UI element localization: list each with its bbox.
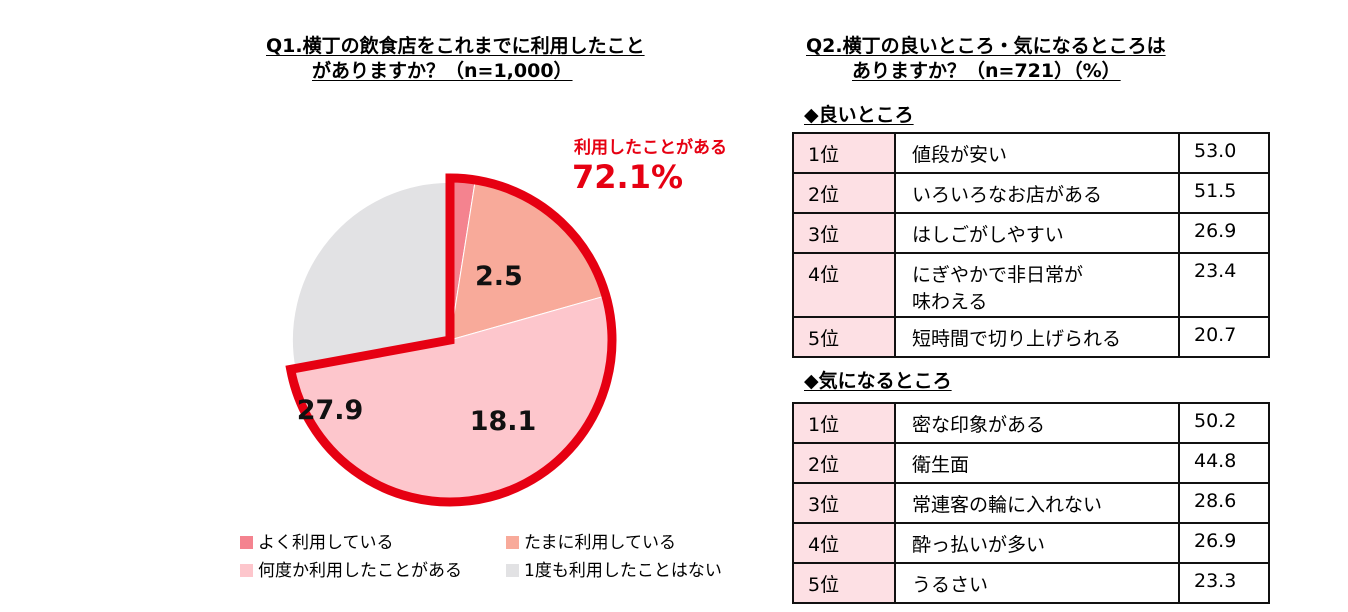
rank-cell: 4位	[792, 252, 896, 318]
table-row: 4位 にぎやかで非日常が 味わえる 23.4	[792, 252, 1270, 318]
table-row: 5位 短時間で切り上げられる 20.7	[792, 316, 1270, 358]
pie-slice-never	[291, 181, 451, 370]
item-cell: はしごがしやすい	[894, 212, 1180, 254]
item-cell: 密な印象がある	[894, 402, 1180, 444]
used-callout-value: 72.1%	[572, 158, 684, 196]
rank-cell: 1位	[792, 402, 896, 444]
value-cell: 23.4	[1178, 252, 1270, 318]
legend-item-often: よく利用している	[240, 532, 394, 554]
pie-chart-svg: 2.518.151.527.9	[285, 173, 617, 507]
legend-item-few-times: 何度か利用したことがある	[240, 560, 462, 582]
good-points-heading: ◆良いところ	[804, 104, 914, 126]
legend-swatch-often	[240, 536, 253, 549]
table-row: 4位 酔っ払いが多い 26.9	[792, 522, 1270, 564]
legend-label-sometimes: たまに利用している	[524, 533, 676, 553]
q1-title: Q1.横丁の飲食店をこれまでに利用したこと がありますか？（n=1,000）	[266, 34, 706, 84]
used-callout-label: 利用したことがある	[574, 138, 727, 158]
legend-swatch-sometimes	[506, 536, 519, 549]
legend-item-never: 1度も利用したことはない	[506, 560, 722, 582]
item-cell: 短時間で切り上げられる	[894, 316, 1180, 358]
legend-label-often: よく利用している	[258, 533, 394, 553]
rank-cell: 2位	[792, 172, 896, 214]
table-row: 1位 値段が安い 53.0	[792, 132, 1270, 174]
concerns-table: 1位 密な印象がある 50.2 2位 衛生面 44.8 3位 常連客の輪に入れな…	[792, 402, 1270, 604]
rank-cell: 2位	[792, 442, 896, 484]
pie-label-sometimes: 18.1	[470, 406, 537, 437]
q1-title-line1: Q1.横丁の飲食店をこれまでに利用したこと	[266, 35, 645, 57]
table-row: 1位 密な印象がある 50.2	[792, 402, 1270, 444]
q2-title-line1: Q2.横丁の良いところ・気になるところは	[806, 35, 1166, 57]
legend-label-few-times: 何度か利用したことがある	[258, 561, 462, 581]
q1-title-line2: がありますか？（n=1,000）	[312, 60, 573, 82]
good-points-table: 1位 値段が安い 53.0 2位 いろいろなお店がある 51.5 3位 はしごが…	[792, 132, 1270, 358]
table-row: 2位 いろいろなお店がある 51.5	[792, 172, 1270, 214]
rank-cell: 4位	[792, 522, 896, 564]
value-cell: 44.8	[1178, 442, 1270, 484]
item-cell: いろいろなお店がある	[894, 172, 1180, 214]
item-cell: にぎやかで非日常が 味わえる	[894, 252, 1180, 318]
legend-item-sometimes: たまに利用している	[506, 532, 676, 554]
table-row: 2位 衛生面 44.8	[792, 442, 1270, 484]
table-row: 3位 はしごがしやすい 26.9	[792, 212, 1270, 254]
q2-title: Q2.横丁の良いところ・気になるところは ありますか？（n=721）（%）	[806, 34, 1226, 84]
item-cell: 常連客の輪に入れない	[894, 482, 1180, 524]
concerns-heading: ◆気になるところ	[804, 370, 952, 392]
legend-swatch-never	[506, 564, 519, 577]
legend-label-never: 1度も利用したことはない	[524, 561, 722, 581]
rank-cell: 5位	[792, 562, 896, 604]
item-line1: にぎやかで非日常が	[912, 264, 1084, 286]
rank-cell: 1位	[792, 132, 896, 174]
value-cell: 23.3	[1178, 562, 1270, 604]
pie-chart: 2.518.151.527.9	[270, 130, 790, 530]
value-cell: 28.6	[1178, 482, 1270, 524]
table-row: 5位 うるさい 23.3	[792, 562, 1270, 604]
item-cell: 衛生面	[894, 442, 1180, 484]
value-cell: 50.2	[1178, 402, 1270, 444]
value-cell: 26.9	[1178, 522, 1270, 564]
legend-swatch-few-times	[240, 564, 253, 577]
item-line2: 味わえる	[912, 291, 988, 313]
value-cell: 26.9	[1178, 212, 1270, 254]
pie-label-never: 27.9	[297, 395, 364, 426]
used-group-outline	[285, 173, 617, 507]
item-cell: 値段が安い	[894, 132, 1180, 174]
rank-cell: 5位	[792, 316, 896, 358]
q2-title-line2: ありますか？（n=721）（%）	[852, 60, 1121, 82]
value-cell: 20.7	[1178, 316, 1270, 358]
rank-cell: 3位	[792, 482, 896, 524]
value-cell: 51.5	[1178, 172, 1270, 214]
item-cell: うるさい	[894, 562, 1180, 604]
table-row: 3位 常連客の輪に入れない 28.6	[792, 482, 1270, 524]
pie-label-often: 2.5	[475, 261, 523, 292]
rank-cell: 3位	[792, 212, 896, 254]
item-cell: 酔っ払いが多い	[894, 522, 1180, 564]
value-cell: 53.0	[1178, 132, 1270, 174]
